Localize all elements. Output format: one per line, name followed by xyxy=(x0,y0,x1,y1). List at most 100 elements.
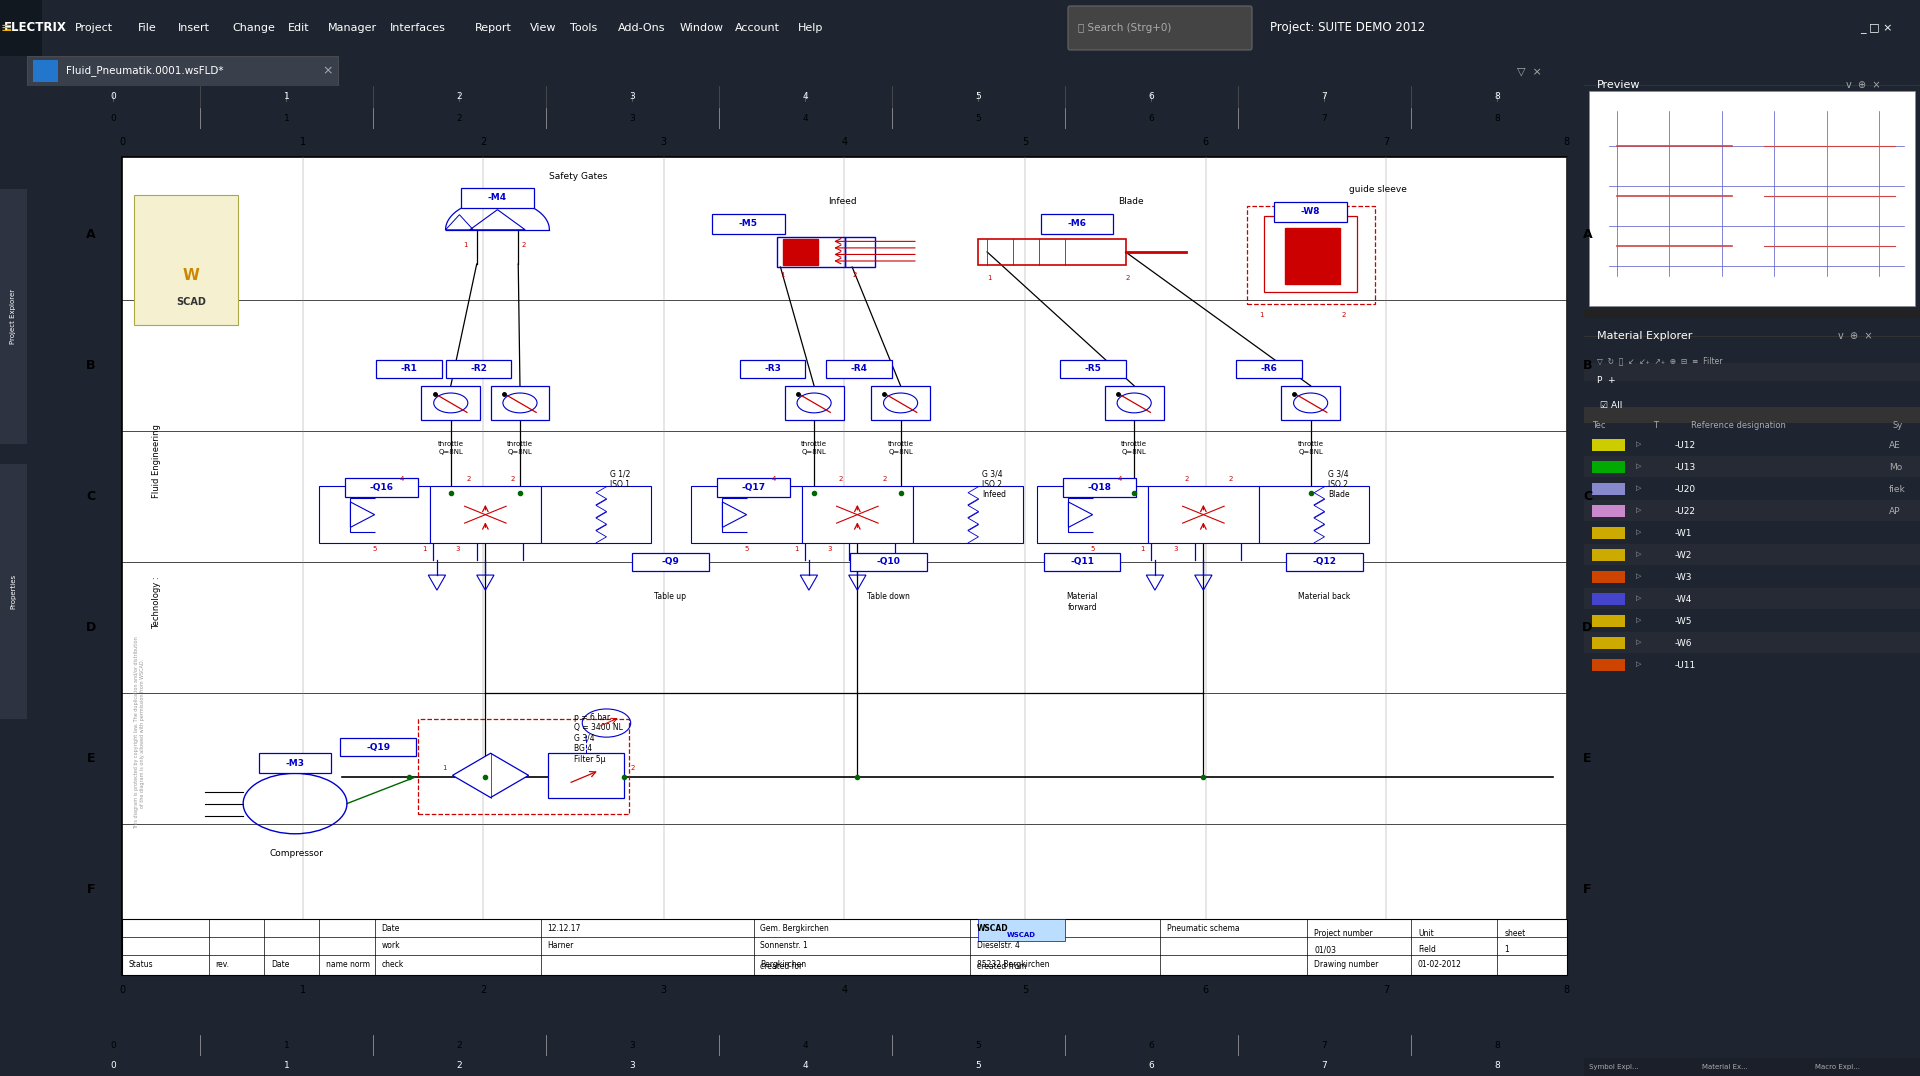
Text: Sy: Sy xyxy=(1891,421,1903,430)
Text: 7: 7 xyxy=(1321,1061,1327,1071)
Text: T: T xyxy=(1653,421,1657,430)
Text: 1: 1 xyxy=(1140,546,1144,552)
Text: G 1/2
ISO 1: G 1/2 ISO 1 xyxy=(611,469,630,489)
Bar xyxy=(1246,206,1375,305)
Text: -R2: -R2 xyxy=(470,364,488,373)
Bar xyxy=(1064,479,1137,496)
Text: 0: 0 xyxy=(119,138,125,147)
Bar xyxy=(872,386,929,420)
Text: 3: 3 xyxy=(455,546,461,552)
Text: SCAD: SCAD xyxy=(177,297,205,308)
Bar xyxy=(1592,659,1624,671)
Text: 3: 3 xyxy=(660,138,666,147)
Text: 5: 5 xyxy=(1021,985,1027,995)
Text: A: A xyxy=(86,228,96,241)
Text: throttle
Q=8NL: throttle Q=8NL xyxy=(438,441,465,455)
Text: 5: 5 xyxy=(975,114,981,123)
Bar xyxy=(803,486,912,543)
Text: -U11: -U11 xyxy=(1674,661,1695,670)
Text: 3: 3 xyxy=(630,93,636,101)
Bar xyxy=(1592,615,1624,627)
Text: 2: 2 xyxy=(480,138,486,147)
Bar xyxy=(1044,553,1121,571)
Text: v  ⊕  ×: v ⊕ × xyxy=(1837,331,1872,341)
Text: Date: Date xyxy=(271,960,290,969)
Bar xyxy=(1281,386,1340,420)
Text: Project number: Project number xyxy=(1313,929,1373,937)
Text: WSCAD: WSCAD xyxy=(1008,932,1037,938)
Bar xyxy=(1584,363,1920,381)
Text: ☑ All: ☑ All xyxy=(1601,401,1622,410)
Text: throttle
Q=8NL: throttle Q=8NL xyxy=(1121,441,1146,455)
Text: 5: 5 xyxy=(1091,546,1094,552)
Text: -Q19: -Q19 xyxy=(367,742,390,752)
Text: F: F xyxy=(1584,882,1592,895)
Text: Manager: Manager xyxy=(328,23,376,33)
Text: Change: Change xyxy=(232,23,275,33)
Text: Field: Field xyxy=(1417,946,1436,954)
Text: Gem. Bergkirchen: Gem. Bergkirchen xyxy=(760,923,829,933)
Bar xyxy=(1592,439,1624,451)
Bar xyxy=(1592,483,1624,495)
Text: Project: SUITE DEMO 2012: Project: SUITE DEMO 2012 xyxy=(1269,22,1425,34)
Text: throttle
Q=8NL: throttle Q=8NL xyxy=(801,441,828,455)
Text: 0: 0 xyxy=(111,1061,117,1071)
Text: B: B xyxy=(86,359,96,372)
Text: W: W xyxy=(182,268,200,283)
Text: check: check xyxy=(382,960,403,969)
Text: created from: created from xyxy=(977,962,1025,971)
Bar xyxy=(912,486,1023,543)
Text: 8: 8 xyxy=(1563,985,1571,995)
Text: -R1: -R1 xyxy=(401,364,419,373)
Bar xyxy=(0,188,27,443)
Text: -Q10: -Q10 xyxy=(877,557,900,566)
Text: 3: 3 xyxy=(630,1040,636,1050)
Text: ▷: ▷ xyxy=(1636,551,1642,557)
Bar xyxy=(851,553,927,571)
Text: Tools: Tools xyxy=(570,23,597,33)
Text: 3: 3 xyxy=(660,985,666,995)
Text: Fluid Engineering: Fluid Engineering xyxy=(152,424,161,498)
Text: Bergkirchen: Bergkirchen xyxy=(760,960,806,969)
Text: 2: 2 xyxy=(839,477,843,482)
Text: 2: 2 xyxy=(1229,477,1233,482)
Text: Edit: Edit xyxy=(288,23,309,33)
Bar xyxy=(1584,388,1920,404)
Text: WSCAD: WSCAD xyxy=(977,923,1008,933)
Text: Table up: Table up xyxy=(655,592,687,601)
Bar xyxy=(1037,486,1148,543)
Text: 1: 1 xyxy=(1260,312,1263,318)
Text: 🔍 Search (Strg+0): 🔍 Search (Strg+0) xyxy=(1077,23,1171,33)
Text: -R4: -R4 xyxy=(851,364,868,373)
Bar xyxy=(1584,654,1920,675)
Text: -W2: -W2 xyxy=(1674,551,1692,560)
Text: 1: 1 xyxy=(987,275,991,281)
Bar xyxy=(1592,593,1624,605)
Text: D: D xyxy=(86,621,96,634)
Text: P  +: P + xyxy=(1597,376,1617,385)
Text: Fluid_Pneumatik.0001.wsFLD*: Fluid_Pneumatik.0001.wsFLD* xyxy=(65,66,223,76)
Text: Symbol Expl...: Symbol Expl... xyxy=(1590,1064,1638,1070)
Bar xyxy=(33,60,58,82)
Bar xyxy=(1236,359,1302,378)
Text: Report: Report xyxy=(474,23,513,33)
Bar xyxy=(490,386,549,420)
Text: 1: 1 xyxy=(795,546,799,552)
Text: 2: 2 xyxy=(883,477,887,482)
Text: 4: 4 xyxy=(1117,477,1123,482)
Text: Material Explorer: Material Explorer xyxy=(1597,331,1693,341)
Text: Material Ex...: Material Ex... xyxy=(1701,1064,1747,1070)
Text: 1: 1 xyxy=(463,242,467,247)
Text: throttle
Q=8NL: throttle Q=8NL xyxy=(1298,441,1323,455)
Text: 4: 4 xyxy=(772,477,776,482)
Text: D: D xyxy=(1582,621,1592,634)
Text: View: View xyxy=(530,23,557,33)
Text: 4: 4 xyxy=(803,93,808,101)
Bar xyxy=(1284,228,1340,284)
Text: -W8: -W8 xyxy=(1302,208,1321,216)
Bar xyxy=(1590,91,1914,306)
Text: throttle
Q=8NL: throttle Q=8NL xyxy=(887,441,914,455)
Text: 7: 7 xyxy=(1321,114,1327,123)
Text: ▷: ▷ xyxy=(1636,441,1642,447)
Text: Add-Ons: Add-Ons xyxy=(618,23,664,33)
